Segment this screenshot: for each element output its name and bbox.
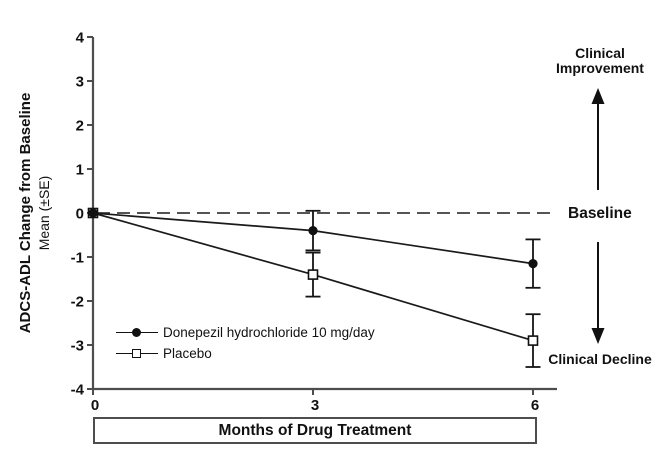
y-tick-label: -2 xyxy=(71,294,84,311)
y-tick-label: 2 xyxy=(76,118,84,135)
series-donepezil xyxy=(88,208,541,289)
x-tick-label: 0 xyxy=(91,397,99,414)
legend-item-donepezil: Donepezil hydrochloride 10 mg/day xyxy=(116,322,375,343)
y-tick-label: 3 xyxy=(76,74,84,91)
direction-arrows xyxy=(591,88,605,344)
improvement-arrowhead-icon xyxy=(591,88,605,104)
data-point-open-square xyxy=(527,335,539,346)
axes: 4 3 2 1 0 -1 -2 -3 -4 0 3 6 xyxy=(71,30,557,414)
y-tick-label: -1 xyxy=(71,250,84,267)
annotation-clinical-decline: Clinical Decline xyxy=(548,351,652,367)
y-tick-label: -3 xyxy=(71,338,84,355)
y-tick-label: -4 xyxy=(71,382,85,399)
data-point-filled-circle xyxy=(308,226,318,236)
series-placebo xyxy=(87,207,541,368)
y-tick-label: 1 xyxy=(76,162,84,179)
legend-label-donepezil: Donepezil hydrochloride 10 mg/day xyxy=(163,325,375,340)
y-axis-label-line2: Mean (±SE) xyxy=(36,175,52,251)
annotation-clinical-improvement: Clinical Improvement xyxy=(556,45,644,76)
filled-circle-glyph xyxy=(132,327,141,337)
data-point-filled-circle xyxy=(528,259,538,269)
x-tick-label: 3 xyxy=(311,397,319,414)
open-square-glyph xyxy=(132,348,141,358)
x-axis-label-box: Months of Drug Treatment xyxy=(93,417,537,444)
y-axis-label-line1: ADCS-ADL Change from Baseline xyxy=(17,92,34,334)
x-tick-label: 6 xyxy=(531,397,539,414)
x-axis-label: Months of Drug Treatment xyxy=(218,421,412,439)
legend-label-placebo: Placebo xyxy=(163,346,212,361)
y-axis-label: ADCS-ADL Change from Baseline Mean (±SE) xyxy=(16,63,60,363)
decline-arrowhead-icon xyxy=(591,328,605,344)
annotation-baseline: Baseline xyxy=(568,205,632,222)
y-tick-label: 4 xyxy=(76,30,85,47)
y-tick-label: 0 xyxy=(76,206,84,223)
data-point-filled-circle xyxy=(88,208,98,218)
filled-circle-marker-icon xyxy=(116,327,158,339)
open-square-marker-icon xyxy=(116,348,158,360)
legend-item-placebo: Placebo xyxy=(116,343,375,364)
legend: Donepezil hydrochloride 10 mg/day Placeb… xyxy=(116,322,375,364)
data-point-open-square xyxy=(307,269,319,280)
